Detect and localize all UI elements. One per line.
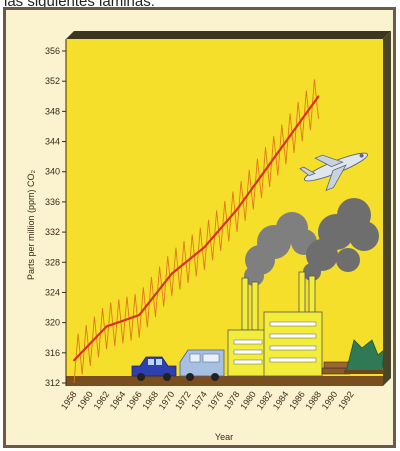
smoke-cloud-left [244, 212, 317, 286]
y-tick-label: 344 [45, 137, 60, 147]
panel-top-edge [66, 31, 391, 39]
x-tick-label: 1982 [255, 389, 275, 411]
y-axis-label: Parts per million (ppm) CO₂ [26, 169, 36, 280]
trend-point [301, 118, 304, 120]
x-tick-label: 1964 [108, 389, 128, 411]
trend-point [236, 208, 238, 211]
x-tick-label: 1970 [157, 389, 177, 411]
panel-right-edge [383, 31, 391, 386]
x-tick-label: 1958 [59, 389, 79, 411]
x-ticks: 1958196019621964196619681970197219741976… [59, 389, 356, 411]
x-tick-label: 1988 [303, 389, 323, 411]
co2-chart: 356 352 348 344 340 336 332 328 324 320 316 312 195… [26, 31, 391, 442]
y-tick-label: 352 [45, 76, 60, 86]
plot-area [66, 39, 383, 386]
y-tick-label: 316 [45, 348, 60, 358]
airplane-icon [299, 152, 369, 192]
y-tick-label: 324 [45, 287, 60, 297]
y-ticks: 356 352 348 344 340 336 332 328 324 320 316 312 [45, 46, 66, 388]
header-text: las siguientes láminas: [4, 0, 155, 10]
y-tick-label: 312 [45, 378, 60, 388]
trend-point [138, 314, 141, 316]
x-tick-label: 1974 [189, 389, 209, 411]
x-tick-label: 1960 [75, 389, 95, 411]
factory-icon [227, 271, 323, 377]
x-tick-label: 1978 [222, 389, 242, 411]
trend-point [203, 246, 206, 249]
fallen-tree-icon [344, 339, 385, 374]
x-tick-label: 1962 [92, 389, 112, 411]
chart-frame: 356 352 348 344 340 336 332 328 324 320 316 312 195… [3, 7, 396, 448]
trend-point [105, 325, 108, 328]
y-tick-label: 336 [45, 197, 60, 207]
x-axis-label: Year [215, 432, 233, 442]
y-tick-label: 332 [45, 227, 60, 237]
van-icon [179, 349, 225, 381]
seasonal-series-line [73, 79, 319, 384]
trend-points [73, 95, 320, 362]
x-tick-label: 1972 [173, 389, 193, 411]
y-tick-label: 320 [45, 318, 60, 328]
trend-point [317, 95, 320, 98]
y-tick-label: 340 [45, 167, 60, 177]
car-icon [131, 356, 177, 381]
trend-point [268, 163, 271, 166]
x-tick-label: 1966 [124, 389, 144, 411]
x-tick-label: 1984 [271, 389, 291, 411]
trend-point [73, 359, 75, 362]
x-tick-label: 1986 [287, 389, 307, 411]
x-tick-label: 1980 [238, 389, 258, 411]
x-tick-label: 1968 [140, 389, 160, 411]
trend-point [170, 272, 173, 275]
y-tick-label: 356 [45, 46, 60, 56]
y-tick-label: 348 [45, 106, 60, 116]
x-tick-label: 1992 [336, 389, 356, 411]
y-tick-label: 328 [45, 257, 60, 267]
x-tick-label: 1990 [320, 389, 340, 411]
smoke-cloud-right [303, 198, 379, 281]
ground-strip [66, 376, 383, 386]
x-tick-label: 1976 [206, 389, 226, 411]
